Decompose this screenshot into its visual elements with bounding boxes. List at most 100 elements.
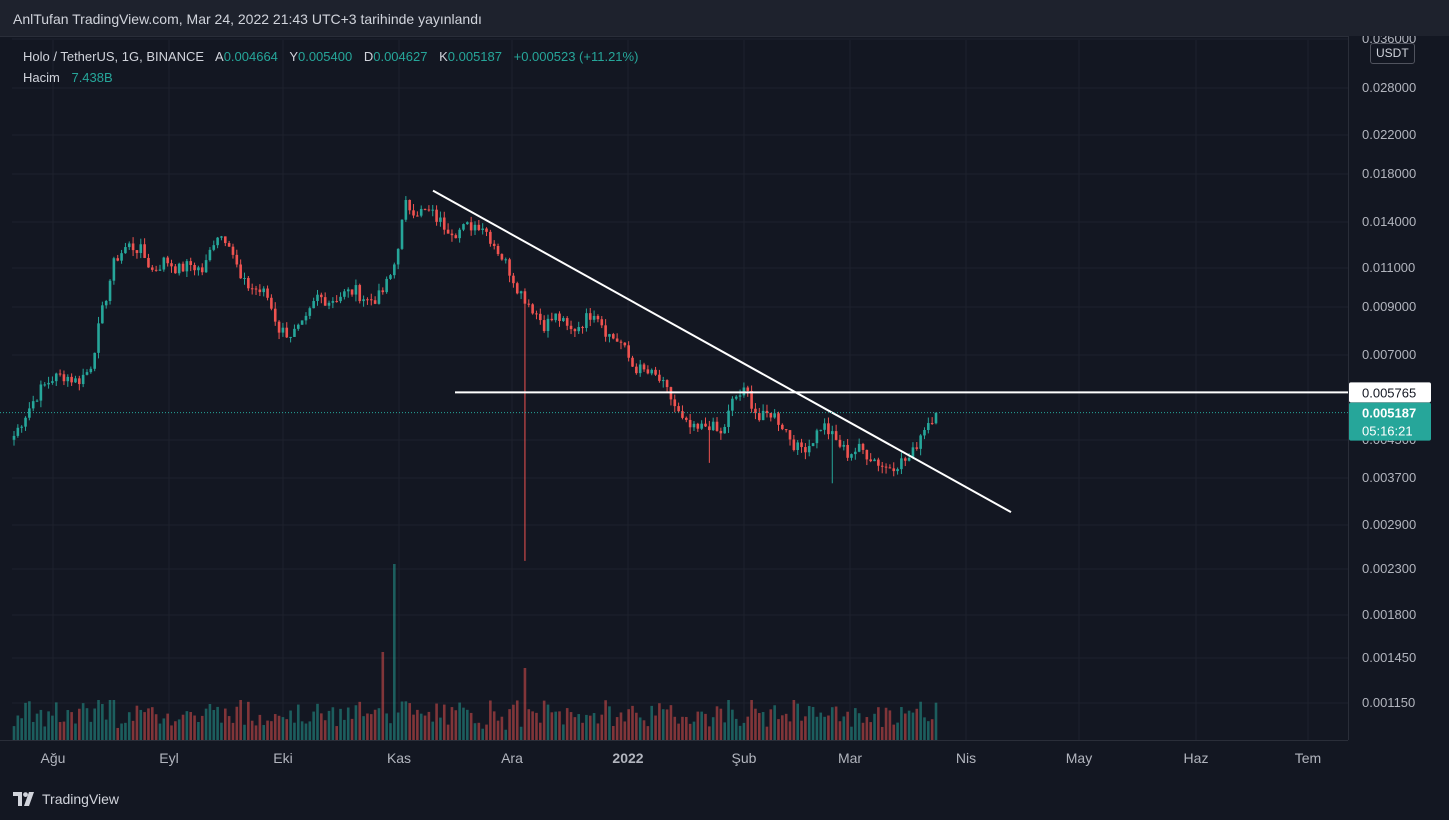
volume-bar (231, 722, 235, 740)
volume-bar (896, 722, 899, 740)
candle-body (227, 243, 231, 247)
footer (0, 776, 1449, 820)
candle-body (419, 208, 423, 216)
candle-body (907, 457, 911, 461)
volume-bar (39, 709, 43, 740)
volume-bar (842, 716, 846, 740)
x-tick-label: Şub (732, 750, 757, 766)
candle-body (519, 291, 523, 294)
volume-bar (185, 711, 189, 740)
candle-body (462, 224, 465, 230)
symbol-label[interactable]: Holo / TetherUS, 1G, BINANCE (23, 49, 205, 64)
x-tick-label: 2022 (612, 750, 643, 766)
y-tick-label: 0.002900 (1362, 517, 1416, 532)
volume-bar (539, 722, 542, 740)
volume-bar (631, 705, 634, 740)
volume-bar (300, 721, 304, 740)
volume-bar (112, 700, 116, 740)
candle-body (523, 291, 527, 304)
volume-bar (512, 704, 515, 740)
volume-bar (435, 703, 438, 740)
volume-bar (654, 715, 657, 740)
y-tick-label: 0.036000 (1362, 36, 1416, 46)
candle-body (696, 423, 700, 429)
volume-bar (550, 712, 554, 740)
candle-body (43, 384, 47, 386)
volume-bar (43, 726, 47, 740)
volume-bar (562, 724, 565, 740)
candle-body (39, 384, 43, 401)
candle-body (247, 278, 250, 289)
volume-bar (485, 724, 488, 740)
volume-bar (35, 713, 39, 740)
volume-bar (28, 701, 31, 740)
volume-bar (266, 720, 269, 740)
candle-body (366, 299, 369, 301)
candle-body (919, 435, 922, 449)
x-tick-label: Eki (273, 750, 292, 766)
volume-bar (285, 719, 289, 740)
published-text: AnlTufan TradingView.com, Mar 24, 2022 2… (13, 11, 482, 27)
volume-bar (623, 721, 627, 740)
volume-bar (919, 701, 922, 740)
level-price-label: 0.005765 (1362, 385, 1416, 400)
published-bar: AnlTufan TradingView.com, Mar 24, 2022 2… (0, 0, 1449, 37)
candle-body (112, 258, 116, 281)
candle-body (585, 313, 588, 328)
volume-bar (857, 713, 861, 740)
candle-body (469, 222, 473, 231)
candle-body (216, 237, 219, 246)
volume-bar (212, 709, 216, 740)
volume-bar (31, 721, 35, 740)
bar-countdown-label: 05:16:21 (1362, 424, 1413, 439)
x-tick-label: Kas (387, 750, 411, 766)
candle-body (28, 408, 31, 418)
volume-bar (135, 705, 139, 740)
candle-body (750, 390, 753, 409)
currency-badge[interactable]: USDT (1370, 43, 1415, 64)
x-tick-label: Nis (956, 750, 976, 766)
candle-body (704, 423, 707, 427)
volume-bar (800, 720, 803, 740)
candle-body (427, 209, 431, 211)
candle-body (208, 249, 212, 261)
change-value: +0.000523 (+11.21%) (513, 49, 639, 64)
candle-body (761, 410, 765, 421)
volume-bar (469, 712, 473, 740)
candle-body (312, 301, 315, 309)
volume-bar (681, 716, 684, 740)
candle-body (12, 435, 16, 440)
price-chart[interactable]: 0.036000 0.028000 0.022000 0.018000 0.014000… (0, 36, 1449, 776)
candle-body (404, 199, 408, 220)
volume-bar (888, 710, 892, 740)
trendline-drawing[interactable] (432, 189, 1012, 514)
candle-body (51, 381, 54, 383)
volume-bar (250, 720, 254, 740)
tradingview-logo-icon (13, 792, 34, 806)
candle-body (684, 417, 688, 420)
candle-body (139, 244, 143, 254)
volume-bar (527, 709, 531, 740)
candle-body (78, 378, 81, 385)
volume-bar (769, 709, 773, 740)
candle-body (873, 459, 876, 462)
candle-body (235, 254, 239, 265)
volume-bar (47, 711, 50, 740)
x-tick-label: Eyl (159, 750, 178, 766)
chart-legend: Holo / TetherUS, 1G, BINANCE A0.004664 Y… (23, 46, 638, 88)
candle-body (16, 427, 20, 436)
candle-body (293, 328, 296, 337)
candle-body (842, 444, 846, 447)
candle-body (362, 299, 365, 302)
volume-bar (20, 718, 23, 740)
volume-bar (466, 709, 469, 740)
candle-body (496, 245, 500, 255)
candle-body (896, 469, 899, 472)
tradingview-brand[interactable]: TradingView (13, 790, 119, 808)
candle-body (47, 382, 50, 385)
volume-bar (247, 701, 250, 740)
y-tick-label: 0.007000 (1362, 347, 1416, 362)
candle-body (811, 443, 815, 447)
volume-bar (101, 704, 104, 740)
candle-body (565, 318, 569, 326)
